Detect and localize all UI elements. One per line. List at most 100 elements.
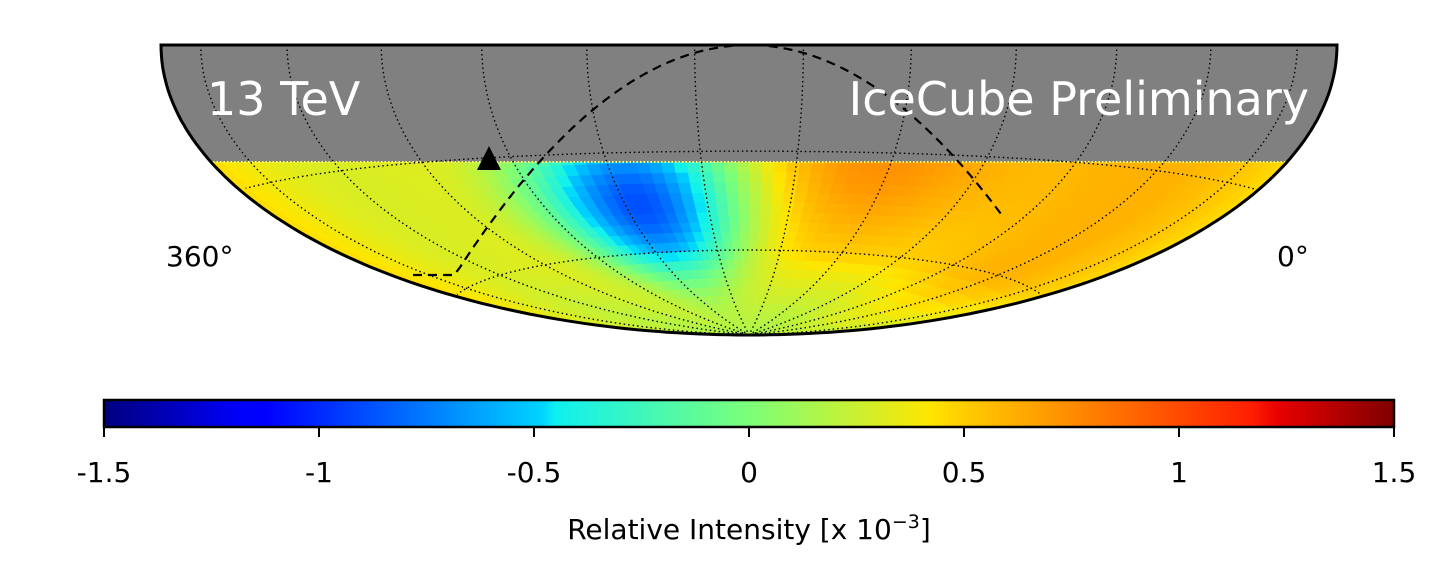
intensity-pixel	[738, 230, 750, 242]
intensity-pixel	[748, 285, 755, 296]
intensity-pixel	[758, 211, 771, 223]
intensity-pixel	[713, 191, 728, 203]
colorbar-tick-label: -0.5	[507, 456, 562, 489]
intensity-pixel	[728, 221, 740, 232]
intensity-pixel	[748, 267, 757, 278]
intensity-pixel	[737, 201, 750, 213]
intensity-pixel	[699, 171, 714, 183]
intensity-pixel	[748, 302, 754, 312]
longitude-label-right: 0°	[1277, 240, 1309, 273]
energy-label: 13 TeV	[207, 72, 361, 126]
intensity-pixel	[748, 161, 763, 173]
colorbar-title: Relative Intensity [x 10−3]	[567, 511, 931, 546]
colorbar-tick-label: 1.5	[1372, 456, 1417, 489]
intensity-pixel	[756, 249, 767, 260]
intensity-pixel	[748, 249, 758, 260]
longitude-label-left: 360°	[166, 240, 233, 273]
intensity-pixel	[748, 221, 760, 232]
colorbar-tick-label: 0.5	[942, 456, 987, 489]
watermark-label: IceCube Preliminary	[849, 72, 1309, 126]
colorbar-tick-label: 1	[1170, 456, 1188, 489]
intensity-pixel	[748, 191, 762, 203]
colorbar-tick-label: 0	[740, 456, 758, 489]
colorbar-ticks: -1.5 -1 -0.5 0 0.5 1 1.5	[77, 427, 1417, 489]
intensity-pixel	[736, 171, 750, 183]
intensity-pixel	[784, 171, 799, 183]
intensity-pixel	[700, 181, 715, 193]
intensity-pixel	[759, 201, 772, 213]
intensity-pixel	[792, 191, 808, 203]
intensity-pixel	[736, 181, 750, 193]
intensity-pixel	[711, 171, 726, 183]
intensity-pixel	[755, 258, 765, 269]
intensity-pixel	[748, 310, 753, 320]
intensity-pixel	[778, 211, 792, 223]
intensity-pixel	[822, 161, 839, 174]
sky-map: 13 TeV IceCube Preliminary 360° 0°	[159, 43, 1339, 337]
intensity-pixel	[760, 161, 775, 173]
intensity-pixel	[770, 191, 785, 203]
intensity-pixel	[810, 161, 826, 173]
intensity-pixel	[723, 171, 738, 183]
intensity-pixel	[765, 240, 777, 251]
intensity-pixel	[685, 161, 701, 173]
intensity-pixel	[748, 276, 756, 287]
intensity-pixel	[768, 211, 782, 223]
colorbar-title-exponent: −3	[892, 511, 920, 533]
intensity-pixel	[697, 161, 713, 173]
intensity-pixel	[772, 171, 787, 183]
intensity-pixel	[808, 171, 824, 184]
intensity-pixel	[748, 211, 761, 223]
intensity-pixel	[760, 181, 774, 193]
intensity-pixel	[686, 171, 702, 183]
intensity-pixel	[785, 161, 801, 173]
colorbar-title-suffix: ]	[920, 513, 931, 546]
intensity-pixel	[794, 181, 810, 193]
intensity-pixel	[758, 221, 770, 232]
intensity-pixel	[736, 191, 750, 203]
intensity-pixel	[723, 161, 738, 173]
intensity-pixel	[710, 161, 725, 173]
intensity-pixel	[739, 240, 750, 251]
colorbar: -1.5 -1 -0.5 0 0.5 1 1.5 Relative Intensity [x…	[77, 398, 1417, 546]
intensity-pixel	[724, 181, 738, 193]
intensity-pixel	[754, 267, 764, 278]
intensity-pixel	[783, 181, 798, 193]
intensity-pixel	[741, 267, 750, 278]
intensity-pixel	[715, 201, 729, 213]
colorbar-tick-label: -1.5	[77, 456, 132, 489]
intensity-pixel	[737, 211, 750, 223]
intensity-pixel	[730, 240, 742, 251]
intensity-pixel	[767, 221, 780, 232]
intensity-pixel	[773, 161, 788, 173]
intensity-pixel	[796, 171, 812, 183]
intensity-pixel	[766, 230, 779, 242]
intensity-pixel	[738, 221, 750, 232]
intensity-pixel	[729, 230, 741, 242]
intensity-pixel	[725, 191, 739, 203]
intensity-pixel	[748, 201, 761, 213]
intensity-pixel	[712, 181, 727, 193]
intensity-pixel	[757, 230, 769, 242]
intensity-pixel	[748, 230, 760, 242]
intensity-pixel	[748, 181, 762, 193]
colorbar-title-prefix: Relative Intensity [x 10	[567, 513, 892, 546]
intensity-pixel	[797, 161, 813, 173]
colorbar-gradient	[102, 398, 1396, 429]
intensity-pixel	[726, 201, 739, 213]
intensity-pixel	[748, 258, 758, 269]
intensity-pixel	[727, 211, 740, 223]
intensity-pixel	[740, 258, 750, 269]
colorbar-tick-label: -1	[305, 456, 333, 489]
intensity-pixel	[769, 201, 783, 213]
intensity-pixel	[756, 240, 768, 251]
intensity-pixel	[748, 240, 759, 251]
intensity-pixel	[748, 294, 755, 304]
intensity-pixel	[759, 191, 773, 203]
intensity-pixel	[735, 161, 750, 173]
intensity-pixel	[781, 191, 796, 203]
intensity-pixel	[748, 171, 762, 183]
intensity-pixel	[780, 201, 794, 213]
